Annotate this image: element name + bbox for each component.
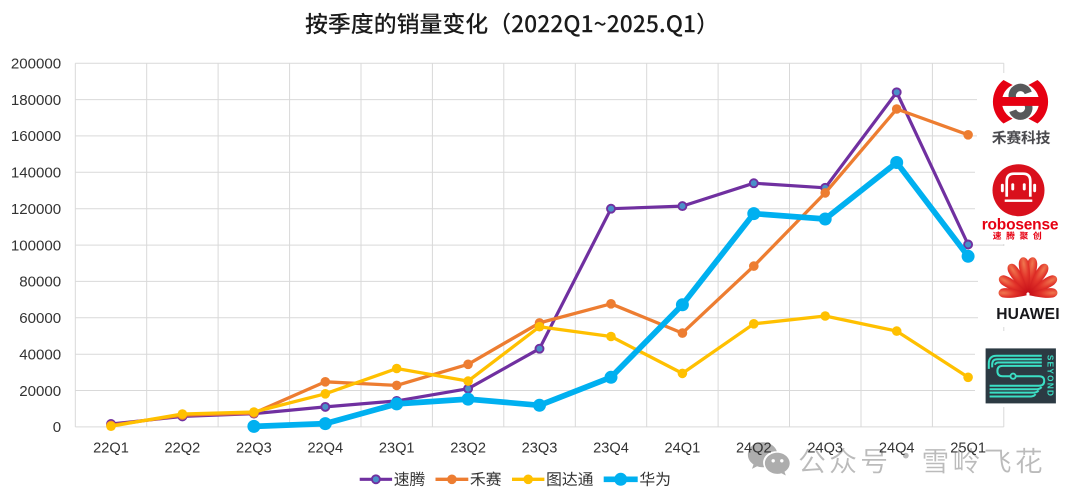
svg-text:23Q2: 23Q2 <box>450 441 486 457</box>
svg-text:SEYOND: SEYOND <box>1045 355 1054 397</box>
svg-text:22Q1: 22Q1 <box>93 441 129 457</box>
svg-text:22Q2: 22Q2 <box>165 441 201 457</box>
svg-text:100000: 100000 <box>11 237 61 254</box>
svg-text:160000: 160000 <box>11 128 61 145</box>
svg-text:23Q4: 23Q4 <box>593 441 629 457</box>
svg-text:22Q3: 22Q3 <box>236 441 272 457</box>
svg-text:22Q4: 22Q4 <box>307 441 343 457</box>
svg-text:80000: 80000 <box>19 274 61 291</box>
svg-text:140000: 140000 <box>11 165 61 182</box>
svg-text:HUAWEI: HUAWEI <box>996 306 1060 323</box>
svg-text:robosense: robosense <box>982 216 1059 233</box>
svg-text:24Q4: 24Q4 <box>879 441 915 457</box>
svg-text:120000: 120000 <box>11 201 61 218</box>
svg-text:24Q1: 24Q1 <box>665 441 701 457</box>
svg-text:40000: 40000 <box>19 347 61 364</box>
svg-text:23Q3: 23Q3 <box>522 441 558 457</box>
svg-text:180000: 180000 <box>11 92 61 109</box>
svg-text:20000: 20000 <box>19 383 61 400</box>
svg-text:25Q1: 25Q1 <box>950 441 986 457</box>
svg-text:0: 0 <box>53 419 61 436</box>
svg-text:23Q1: 23Q1 <box>379 441 415 457</box>
svg-text:24Q3: 24Q3 <box>807 441 843 457</box>
svg-text:200000: 200000 <box>11 56 61 73</box>
svg-text:24Q2: 24Q2 <box>736 441 772 457</box>
svg-text:60000: 60000 <box>19 310 61 327</box>
